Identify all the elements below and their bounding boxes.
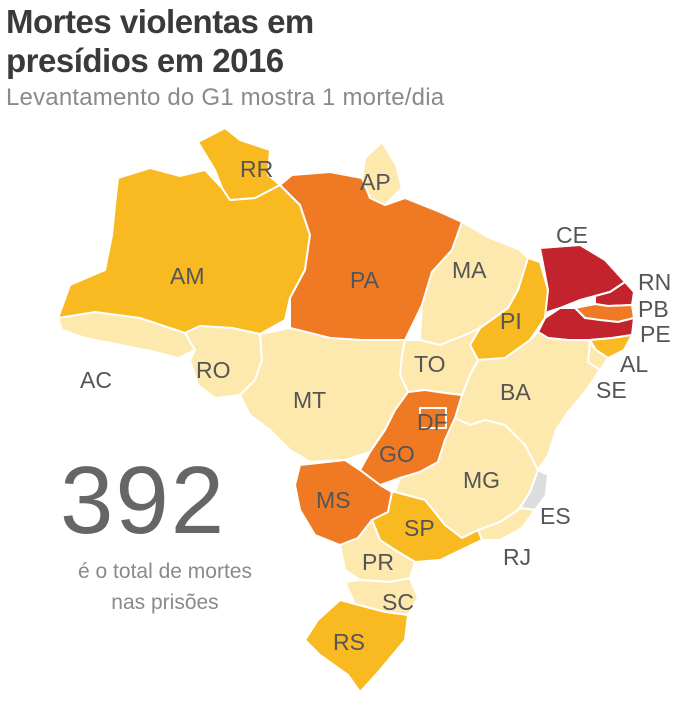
state-label-CE: CE [556, 222, 588, 248]
state-label-ES: ES [540, 503, 571, 529]
state-PR [339, 519, 416, 583]
total-deaths-number: 392 [60, 447, 227, 554]
state-label-PI: PI [500, 308, 522, 334]
state-label-AM: AM [170, 263, 205, 289]
state-label-SE: SE [596, 377, 627, 403]
state-CE [539, 244, 626, 319]
total-deaths-caption-line-2: nas prisões [111, 591, 219, 614]
map-title-line-1: Mortes violentas em [6, 3, 314, 40]
state-label-BA: BA [500, 379, 531, 405]
state-RJ [477, 507, 536, 541]
map-title-line-2: presídios em 2016 [6, 42, 284, 79]
state-label-MG: MG [463, 467, 500, 493]
state-label-SC: SC [382, 589, 414, 615]
state-label-SP: SP [404, 515, 435, 541]
state-AM [57, 167, 311, 335]
total-deaths-caption-line-1: é o total de mortes [78, 560, 252, 583]
state-label-RS: RS [333, 629, 365, 655]
state-label-AP: AP [360, 169, 391, 195]
state-label-PR: PR [362, 549, 394, 575]
state-label-PA: PA [350, 267, 380, 293]
state-DF [419, 407, 447, 429]
state-label-RO: RO [196, 357, 231, 383]
state-label-RJ: RJ [503, 544, 531, 570]
state-RS [304, 599, 409, 693]
state-label-MA: MA [452, 257, 487, 283]
state-label-DF: DF [417, 409, 448, 435]
state-label-MT: MT [293, 387, 326, 413]
map-title: Mortes violentas em presídios em 2016 [6, 2, 606, 80]
state-label-TO: TO [414, 351, 446, 377]
state-label-MS: MS [316, 487, 351, 513]
state-label-GO: GO [379, 441, 415, 467]
state-label-RR: RR [240, 156, 273, 182]
map-subtitle: Levantamento do G1 mostra 1 morte/dia [6, 84, 445, 111]
state-label-PB: PB [638, 296, 669, 322]
state-label-AC: AC [80, 367, 112, 393]
total-deaths-caption: é o total de mortes nas prisões [20, 556, 310, 618]
state-label-AL: AL [620, 351, 648, 377]
state-label-RN: RN [638, 269, 671, 295]
state-label-PE: PE [640, 321, 671, 347]
